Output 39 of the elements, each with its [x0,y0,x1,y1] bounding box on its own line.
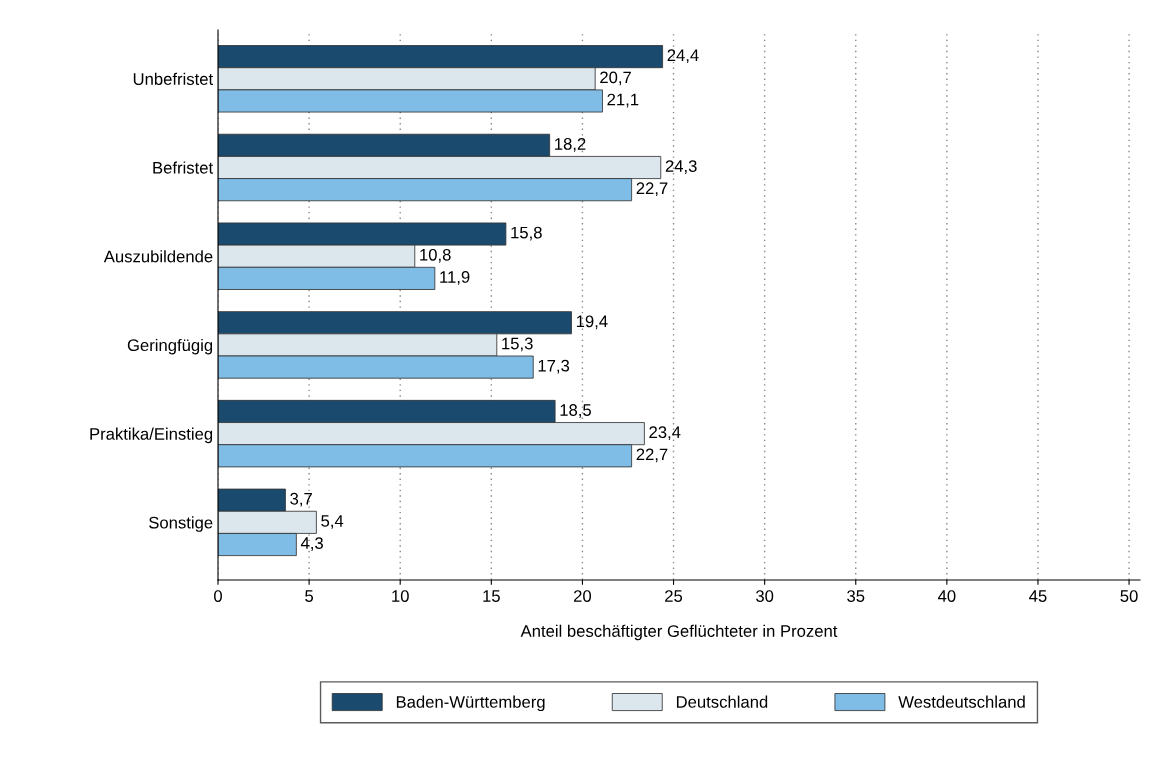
legend-label: Baden-Württemberg [396,695,545,712]
data-label: 15,3 [502,337,533,352]
x-tick-label: 0 [214,590,222,602]
x-tick-label: 10 [392,590,409,602]
x-tick-label: 40 [937,590,956,602]
data-label: 20,7 [600,71,631,86]
data-label: 5,4 [321,515,344,529]
x-tick-label: 35 [847,590,865,602]
x-tick-label: 50 [1120,590,1138,602]
data-label: 18,5 [560,404,591,418]
data-label: 24,4 [667,49,699,64]
x-tick-label: 30 [756,590,774,602]
y-tick-label: Unbefristet [133,72,214,85]
y-tick-label: Geringfügig [127,338,213,355]
x-tick-label: 15 [483,590,500,602]
data-label: 11,9 [440,271,470,285]
x-tick-label: 25 [665,590,683,602]
x-tick-label: 20 [574,590,592,602]
data-label: 3,7 [290,492,312,507]
data-label: 17,3 [538,359,570,374]
y-tick-label: Befristet [153,161,214,174]
data-label: 15,8 [511,226,542,241]
data-label: 19,4 [576,315,608,330]
data-label: 21,1 [607,93,639,108]
data-label: 10,8 [420,248,451,263]
x-tick-label: 45 [1029,590,1047,602]
data-label: 18,2 [555,137,586,152]
data-label: 23,4 [649,426,681,441]
data-label: 22,7 [636,182,668,197]
legend-label: Westdeutschland [898,695,1025,708]
y-tick-label: Praktika/Einstieg [90,427,213,444]
data-label: 24,3 [665,160,697,174]
data-label: 22,7 [636,448,668,463]
x-tick-label: 5 [305,590,314,602]
y-tick-label: Sonstige [149,516,213,532]
y-tick-label: Auszubildende [103,250,213,263]
data-label: 4,3 [300,537,323,551]
legend-label: Deutschland [676,695,768,708]
x-axis-title: Anteil beschäftigter Geflüchteter in Prozent [520,624,838,641]
